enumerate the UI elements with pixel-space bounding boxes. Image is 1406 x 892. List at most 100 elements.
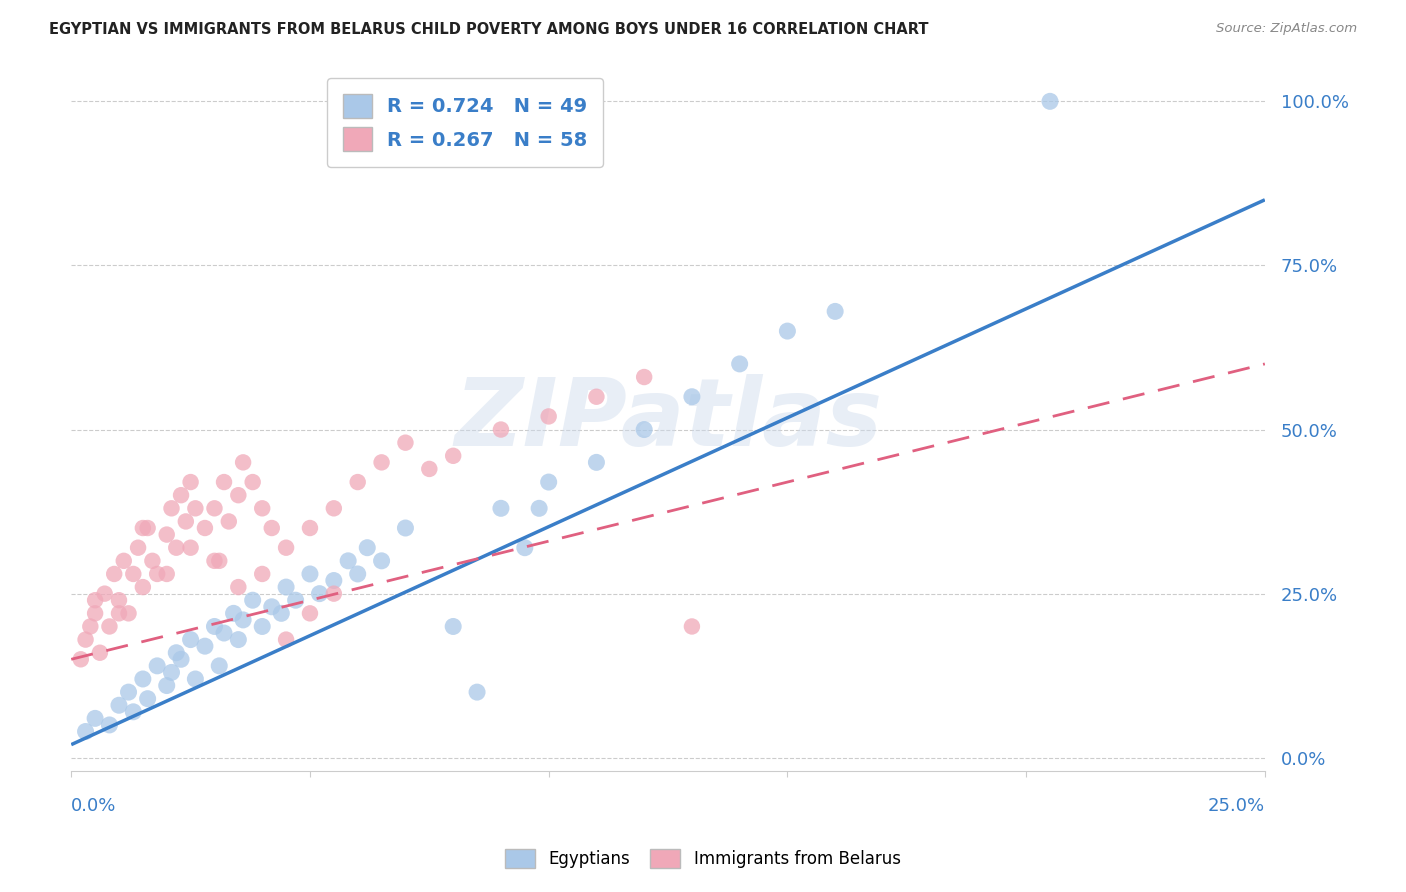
Point bbox=[108, 593, 131, 607]
Point bbox=[776, 324, 799, 338]
Point bbox=[108, 698, 131, 713]
Point bbox=[170, 652, 193, 666]
Point bbox=[98, 619, 121, 633]
Point bbox=[370, 455, 392, 469]
Point bbox=[228, 632, 250, 647]
Point bbox=[270, 607, 292, 621]
Point bbox=[146, 566, 169, 581]
Point bbox=[204, 554, 226, 568]
Point bbox=[75, 724, 97, 739]
Point bbox=[75, 632, 97, 647]
Point bbox=[112, 554, 135, 568]
Point bbox=[79, 619, 101, 633]
Point bbox=[165, 541, 187, 555]
Text: Source: ZipAtlas.com: Source: ZipAtlas.com bbox=[1216, 22, 1357, 36]
Point bbox=[298, 607, 321, 621]
Point bbox=[824, 304, 846, 318]
Point bbox=[228, 580, 250, 594]
Point bbox=[337, 554, 360, 568]
Point bbox=[160, 665, 183, 680]
Point bbox=[527, 501, 550, 516]
Point bbox=[184, 672, 207, 686]
Legend: R = 0.724   N = 49, R = 0.267   N = 58: R = 0.724 N = 49, R = 0.267 N = 58 bbox=[328, 78, 603, 167]
Point bbox=[122, 566, 145, 581]
Point bbox=[441, 619, 464, 633]
Point bbox=[228, 488, 250, 502]
Point bbox=[537, 475, 560, 489]
Point bbox=[93, 587, 115, 601]
Point bbox=[127, 541, 149, 555]
Point bbox=[232, 613, 254, 627]
Point bbox=[165, 646, 187, 660]
Point bbox=[513, 541, 536, 555]
Point bbox=[465, 685, 488, 699]
Point bbox=[260, 521, 283, 535]
Point bbox=[218, 515, 240, 529]
Point bbox=[633, 370, 655, 384]
Point bbox=[394, 521, 416, 535]
Point bbox=[89, 646, 111, 660]
Point bbox=[98, 718, 121, 732]
Point bbox=[489, 501, 512, 516]
Point bbox=[132, 580, 155, 594]
Point bbox=[441, 449, 464, 463]
Point bbox=[322, 587, 344, 601]
Point bbox=[194, 521, 217, 535]
Point bbox=[274, 580, 297, 594]
Point bbox=[284, 593, 307, 607]
Point bbox=[728, 357, 751, 371]
Point bbox=[242, 475, 264, 489]
Point bbox=[298, 566, 321, 581]
Point bbox=[418, 462, 440, 476]
Point bbox=[298, 521, 321, 535]
Point bbox=[308, 587, 330, 601]
Point bbox=[136, 691, 159, 706]
Point bbox=[156, 527, 179, 541]
Point bbox=[250, 619, 273, 633]
Point bbox=[146, 658, 169, 673]
Point bbox=[489, 423, 512, 437]
Point bbox=[585, 390, 607, 404]
Point bbox=[194, 639, 217, 653]
Point bbox=[346, 566, 368, 581]
Point bbox=[204, 501, 226, 516]
Point bbox=[346, 475, 368, 489]
Text: 25.0%: 25.0% bbox=[1208, 797, 1265, 815]
Point bbox=[212, 626, 235, 640]
Text: ZIPatlas: ZIPatlas bbox=[454, 374, 882, 466]
Point bbox=[132, 521, 155, 535]
Legend: Egyptians, Immigrants from Belarus: Egyptians, Immigrants from Belarus bbox=[499, 842, 907, 875]
Point bbox=[156, 679, 179, 693]
Point bbox=[84, 711, 107, 725]
Point bbox=[250, 501, 273, 516]
Point bbox=[170, 488, 193, 502]
Point bbox=[117, 607, 139, 621]
Point bbox=[180, 632, 202, 647]
Point bbox=[322, 574, 344, 588]
Point bbox=[681, 390, 703, 404]
Point bbox=[132, 672, 155, 686]
Point bbox=[274, 541, 297, 555]
Point bbox=[370, 554, 392, 568]
Point bbox=[156, 566, 179, 581]
Point bbox=[136, 521, 159, 535]
Point bbox=[184, 501, 207, 516]
Point bbox=[84, 607, 107, 621]
Point bbox=[208, 554, 231, 568]
Point bbox=[212, 475, 235, 489]
Text: EGYPTIAN VS IMMIGRANTS FROM BELARUS CHILD POVERTY AMONG BOYS UNDER 16 CORRELATIO: EGYPTIAN VS IMMIGRANTS FROM BELARUS CHIL… bbox=[49, 22, 929, 37]
Point bbox=[394, 435, 416, 450]
Point bbox=[681, 619, 703, 633]
Point bbox=[108, 607, 131, 621]
Point bbox=[117, 685, 139, 699]
Point bbox=[160, 501, 183, 516]
Point bbox=[356, 541, 378, 555]
Point bbox=[322, 501, 344, 516]
Point bbox=[141, 554, 163, 568]
Point bbox=[208, 658, 231, 673]
Point bbox=[1039, 95, 1062, 109]
Point bbox=[242, 593, 264, 607]
Point bbox=[84, 593, 107, 607]
Point bbox=[103, 566, 125, 581]
Point bbox=[180, 475, 202, 489]
